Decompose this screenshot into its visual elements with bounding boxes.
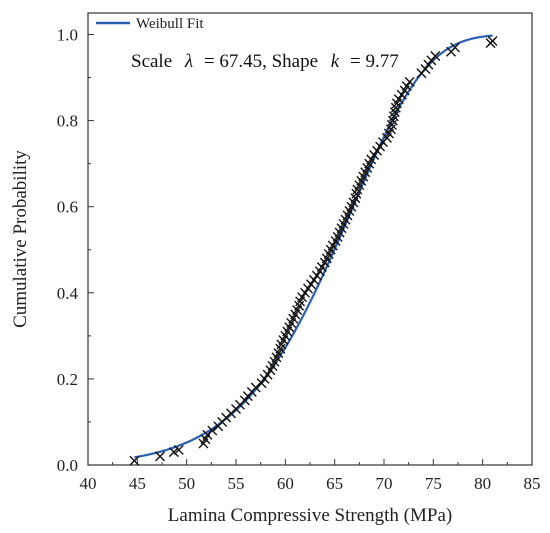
- data-point-marker: [430, 51, 441, 62]
- x-tick-label: 80: [474, 474, 491, 493]
- data-point-marker: [259, 373, 270, 384]
- data-point-marker: [375, 141, 386, 152]
- data-point-marker: [369, 150, 380, 161]
- x-tick-label: 60: [277, 474, 294, 493]
- legend: Weibull Fit: [96, 16, 204, 32]
- annotation-scale-symbol: λ: [184, 51, 193, 72]
- plot-frame: [87, 12, 533, 466]
- data-point-marker: [450, 42, 461, 53]
- y-axis-label: Cumulative Probability: [10, 150, 31, 328]
- data-point-marker: [396, 89, 407, 100]
- x-tick-label: 65: [326, 474, 343, 493]
- x-axis-ticks: 40 45 50 55 60 65 70 75 80 85: [80, 459, 541, 493]
- x-tick-label: 75: [425, 474, 442, 493]
- weibull-fit-line: [134, 34, 493, 459]
- data-point-marker: [256, 378, 267, 389]
- data-point-marker: [366, 154, 377, 165]
- data-point-marker: [487, 35, 498, 46]
- legend-label-weibull-fit: Weibull Fit: [136, 16, 204, 32]
- x-tick-label: 85: [524, 474, 541, 493]
- data-point-marker: [420, 63, 431, 74]
- x-tick-label: 50: [178, 474, 195, 493]
- data-point-marker: [401, 81, 412, 92]
- data-point-marker: [372, 145, 383, 156]
- y-tick-label: 0.8: [57, 112, 78, 131]
- fit-curve-layer: [134, 34, 493, 459]
- data-point-marker: [308, 274, 319, 285]
- data-point-marker: [297, 292, 308, 303]
- data-point-marker: [168, 447, 179, 458]
- data-point-marker: [316, 261, 327, 272]
- data-point-marker: [311, 270, 322, 281]
- data-point-marker: [262, 369, 273, 380]
- annotation-shape-symbol: k: [331, 51, 340, 72]
- x-tick-label: 55: [228, 474, 245, 493]
- plot-border: [87, 12, 533, 466]
- parameter-annotation: Scale λ = 67.45, Shape k = 9.77: [131, 51, 399, 72]
- data-point-marker: [173, 444, 184, 455]
- y-tick-label: 0.4: [57, 284, 79, 303]
- x-tick-label: 40: [80, 474, 97, 493]
- data-point-marker: [207, 425, 218, 436]
- annotation-prefix: Scale: [131, 51, 172, 72]
- data-point-marker: [327, 240, 338, 251]
- x-tick-label: 70: [376, 474, 393, 493]
- data-point-marker: [393, 94, 404, 105]
- y-axis-ticks: 0.0 0.2 0.4 0.6 0.8 1.0: [57, 26, 94, 475]
- data-point-marker: [303, 283, 314, 294]
- annotation-shape-text: = 9.77: [350, 51, 399, 72]
- data-point-marker: [239, 395, 250, 406]
- data-point-marker: [300, 287, 311, 298]
- data-point-marker: [423, 59, 434, 70]
- data-point-marker: [250, 382, 261, 393]
- data-point-marker: [155, 451, 166, 462]
- annotation-scale-text: = 67.45, Shape: [204, 51, 318, 72]
- data-point-marker: [404, 76, 415, 87]
- y-tick-label: 0.0: [57, 456, 78, 475]
- x-axis-label: Lamina Compressive Strength (MPa): [168, 505, 452, 526]
- y-tick-label: 1.0: [57, 26, 78, 45]
- data-point-marker: [305, 279, 316, 290]
- y-tick-label: 0.6: [57, 198, 78, 217]
- data-points-layer: [129, 35, 498, 466]
- x-tick-label: 45: [129, 474, 146, 493]
- y-tick-label: 0.2: [57, 370, 78, 389]
- data-point-marker: [129, 455, 140, 466]
